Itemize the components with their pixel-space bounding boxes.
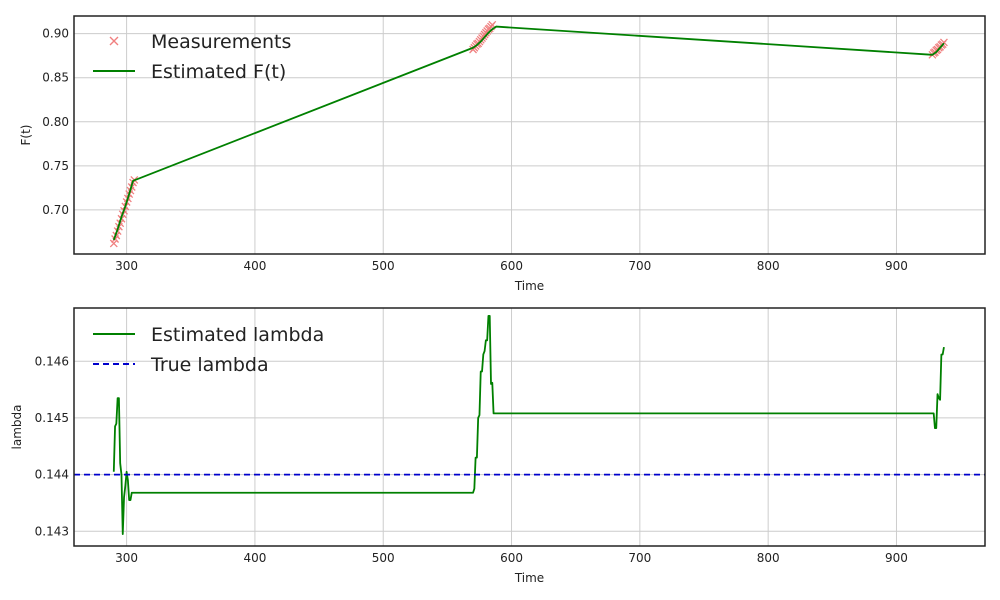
x-tick-label: 400 — [243, 259, 266, 273]
lambda-plot-area — [74, 315, 985, 535]
legend-label: Measurements — [151, 31, 291, 53]
x-tick-label: 900 — [885, 259, 908, 273]
x-axis-label: Time — [514, 279, 544, 293]
y-tick-label: 0.144 — [35, 468, 69, 482]
legend-label: Estimated F(t) — [151, 61, 286, 83]
f-t-panel: 300 400 500 600 700 800 900 0.70 0.75 0.80 0.85 0.9… — [19, 15, 986, 293]
y-tick-label: 0.85 — [42, 71, 69, 85]
x-tick-label: 800 — [757, 259, 780, 273]
ft-plot-area — [109, 20, 948, 248]
x-tick-label: 400 — [243, 551, 266, 565]
y-tick-label: 0.146 — [35, 354, 69, 368]
y-tick-label: 0.75 — [42, 159, 69, 173]
legend-label: True lambda — [150, 354, 269, 376]
y-tick-label: 0.70 — [42, 203, 69, 217]
lambda-panel: 300 400 500 600 700 800 900 0.143 0.144 0.145 0.14… — [10, 307, 986, 585]
ft-legend: Measurements Estimated F(t) — [93, 31, 291, 83]
y-tick-label: 0.145 — [35, 411, 69, 425]
ft-axes-frame — [73, 15, 986, 255]
x-tick-label: 600 — [500, 259, 523, 273]
lambda-legend: Estimated lambda True lambda — [93, 324, 324, 376]
x-tick-label: 700 — [628, 259, 651, 273]
legend-marker — [109, 36, 119, 46]
legend-entry: Estimated F(t) — [93, 61, 286, 83]
lambda-axes-frame — [73, 307, 986, 547]
x-tick-label: 600 — [500, 551, 523, 565]
measurements-series — [109, 20, 948, 248]
x-tick-label: 900 — [885, 551, 908, 565]
estimated-f-t-line — [112, 25, 945, 241]
legend-label: Estimated lambda — [151, 324, 324, 346]
legend-entry: Estimated lambda — [93, 324, 324, 346]
x-tick-label: 500 — [372, 551, 395, 565]
y-tick-label: 0.90 — [42, 27, 69, 41]
y-axis-label: lambda — [10, 405, 24, 450]
y-tick-label: 0.80 — [42, 115, 69, 129]
measurement-point — [109, 239, 118, 248]
x-tick-label: 300 — [115, 551, 138, 565]
y-tick-label: 0.143 — [35, 524, 69, 538]
x-tick-label: 300 — [115, 259, 138, 273]
x-axis-label: Time — [514, 571, 544, 585]
x-tick-label: 700 — [628, 551, 651, 565]
y-axis-label: F(t) — [19, 125, 33, 146]
estimated-lambda-line — [112, 315, 945, 535]
x-tick-label: 800 — [757, 551, 780, 565]
legend-entry: True lambda — [93, 354, 269, 376]
x-tick-label: 500 — [372, 259, 395, 273]
ft-grid — [74, 16, 985, 254]
legend-entry: Measurements — [109, 31, 291, 53]
